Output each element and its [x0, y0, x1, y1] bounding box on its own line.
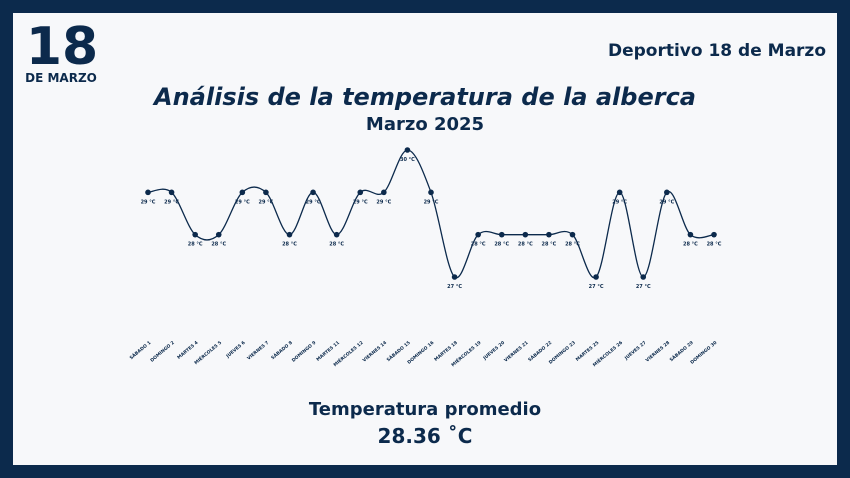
logo-number: 18 [26, 17, 98, 77]
point [286, 231, 293, 238]
point [569, 231, 576, 238]
temperature-line [147, 149, 715, 279]
club-name: Deportivo 18 de Marzo [608, 41, 826, 61]
value-label: 29 °C [235, 199, 250, 205]
value-label: 28 °C [282, 242, 297, 248]
point [711, 231, 717, 238]
point [263, 189, 269, 196]
point [310, 189, 316, 196]
value-label: 28 °C [188, 242, 203, 248]
point [687, 231, 694, 238]
point [428, 189, 434, 196]
point [640, 274, 647, 280]
value-label: 29 °C [376, 199, 391, 205]
logo-text: DE MARZO [25, 71, 97, 85]
value-label: 29 °C [659, 199, 674, 205]
value-label: 30 °C [400, 157, 415, 163]
value-label: 29 °C [258, 199, 273, 205]
value-label: 29 °C [353, 199, 368, 205]
point [381, 189, 387, 196]
point [664, 189, 670, 196]
point [616, 189, 623, 196]
value-label: 27 °C [589, 284, 604, 290]
value-label: 28 °C [565, 242, 580, 248]
value-label: 29 °C [612, 199, 627, 205]
value-label: 29 °C [164, 199, 179, 205]
point [168, 189, 175, 196]
value-label: 28 °C [707, 242, 722, 248]
value-label: 29 °C [306, 199, 321, 205]
value-label: 29 °C [141, 199, 156, 205]
value-label: 28 °C [471, 242, 486, 248]
point [451, 274, 458, 280]
point [215, 231, 222, 238]
value-label: 28 °C [683, 242, 698, 248]
chart-subtitle: Marzo 2025 [366, 114, 484, 135]
panel [13, 13, 837, 465]
summary-value: 28.36 ˚C [378, 424, 473, 448]
point [498, 231, 505, 238]
point [522, 231, 529, 238]
value-label: 28 °C [211, 242, 226, 248]
point [546, 231, 552, 238]
summary-label: Temperatura promedio [309, 399, 541, 420]
point [333, 231, 340, 238]
point [192, 231, 198, 238]
chart-title: Análisis de la temperatura de la alberca [152, 83, 696, 111]
point [475, 231, 481, 238]
point [593, 274, 599, 280]
value-label: 27 °C [447, 284, 462, 290]
value-label: 29 °C [424, 199, 439, 205]
value-label: 27 °C [636, 284, 651, 290]
point [145, 189, 151, 196]
point [239, 189, 246, 196]
value-label: 28 °C [329, 242, 344, 248]
point [404, 147, 411, 153]
value-label: 28 °C [494, 242, 509, 248]
value-label: 28 °C [541, 242, 556, 248]
value-label: 28 °C [518, 242, 533, 248]
point [357, 189, 364, 196]
